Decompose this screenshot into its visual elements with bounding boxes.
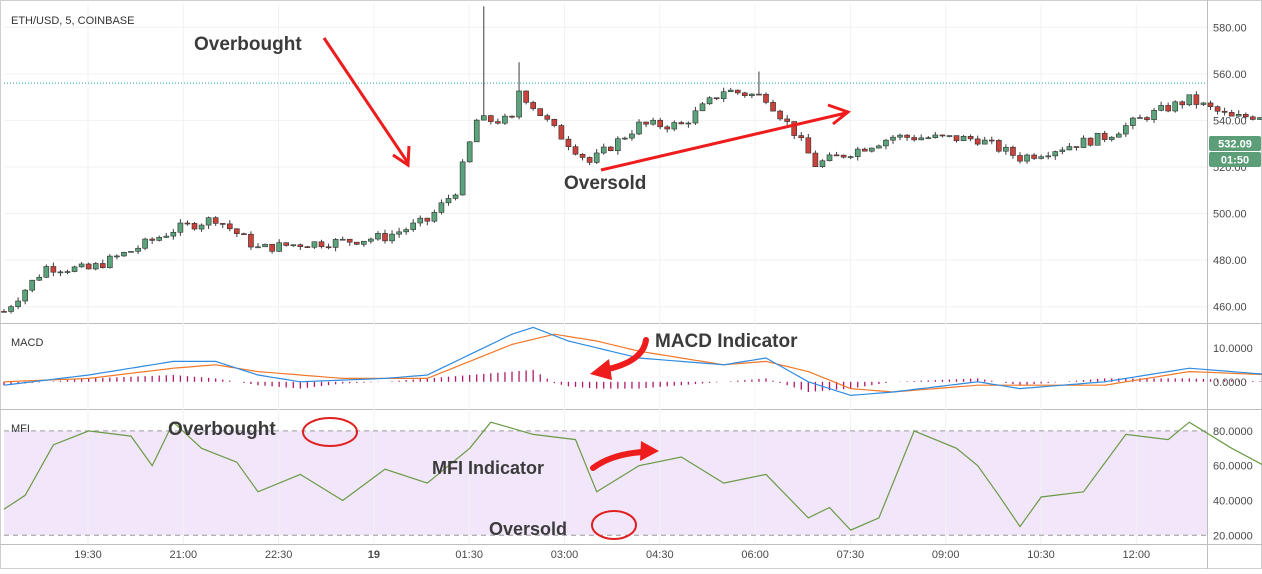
candlestick [474,119,479,142]
time-tick-label: 21:00 [170,549,198,561]
candlestick [121,252,126,257]
candlestick [30,280,35,292]
candlestick [559,124,564,139]
mfi-tick-label: 20.0000 [1213,530,1253,542]
candlestick [813,150,818,166]
price-tick-label: 560.00 [1213,69,1247,81]
annotation-mfi-overbought: Overbought [168,419,276,440]
candlestick [1095,133,1100,145]
annotation-mfi-oversold: Oversold [489,519,567,539]
time-tick-label: 09:00 [932,549,960,561]
time-tick-label: 19 [368,549,380,561]
time-tick-label: 19:30 [74,549,102,561]
mfi-tick-label: 80.0000 [1213,426,1253,438]
macd-pane-title: MACD [11,337,43,349]
candlestick [538,108,543,115]
candlestick [1257,117,1262,120]
symbol-title: ETH/USD, 5, COINBASE [11,15,134,27]
candlestick [1173,100,1178,112]
candlestick [460,159,465,196]
candlestick [248,231,253,250]
macd-tick-label: 10.0000 [1213,343,1253,355]
annotation-price-overbought: Overbought [194,34,302,55]
time-tick-label: 07:30 [837,549,865,561]
mfi-band-fill [4,431,1207,535]
candlestick [764,92,769,104]
candlestick [996,139,1001,153]
candlestick [93,262,98,270]
price-tick-label: 500.00 [1213,209,1247,221]
candlestick [1187,95,1192,106]
candlestick [72,266,77,273]
candlestick [707,96,712,105]
annotation-macd-indicator: MACD Indicator [655,331,798,352]
mfi-tick-label: 40.0000 [1213,495,1253,507]
candlestick [263,244,268,247]
time-tick-label: 03:00 [551,549,579,561]
price-tick-label: 480.00 [1213,255,1247,267]
candlestick [107,254,112,268]
candlestick [143,238,148,250]
candlestick [608,146,613,151]
time-tick-label: 12:00 [1123,549,1151,561]
candlestick [129,251,134,253]
candlestick [192,222,197,230]
candlestick [778,110,783,121]
annotation-mfi-indicator: MFI Indicator [432,458,544,478]
time-tick-label: 04:30 [646,549,674,561]
candlestick [1088,137,1093,146]
price-tick-label: 580.00 [1213,22,1247,34]
countdown-value: 01:50 [1221,155,1249,167]
annotation-price-oversold: Oversold [564,173,646,194]
time-tick-label: 01:30 [455,549,483,561]
macd-tick-label: 0.0000 [1213,377,1247,389]
price-tick-label: 540.00 [1213,115,1247,127]
candlestick [44,264,49,278]
time-tick-label: 22:30 [265,549,293,561]
mfi-tick-label: 60.0000 [1213,461,1253,473]
price-tick-label: 460.00 [1213,302,1247,314]
mfi-pane-title: MFI [11,423,30,435]
time-tick-label: 10:30 [1027,549,1055,561]
candlestick [524,90,529,104]
candlestick [467,141,472,163]
candlestick [820,159,825,168]
time-tick-label: 06:00 [741,549,769,561]
last-price-value: 532.09 [1218,139,1252,151]
